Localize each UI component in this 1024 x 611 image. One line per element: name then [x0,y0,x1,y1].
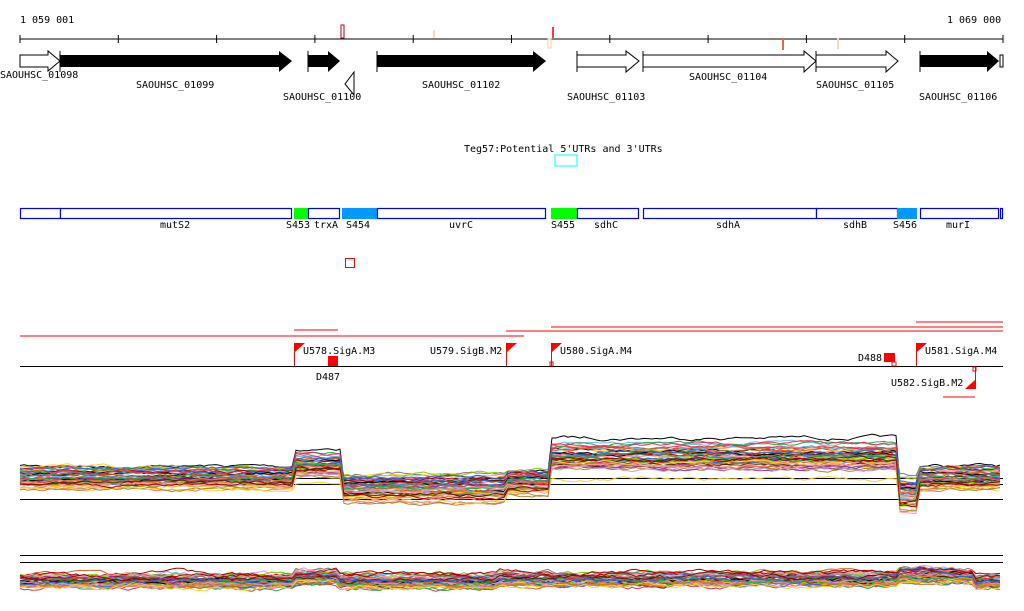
utr-track: Teg57:Potential 5'UTRs and 3'UTRs [464,144,663,167]
expression-line [19,449,1001,495]
expression-line [19,459,1001,508]
feature-marker[interactable] [345,258,355,268]
annot-S453[interactable] [294,208,308,219]
utr-feature[interactable] [554,154,578,167]
expression-line [19,579,1001,590]
gene-label: SAOUHSC_01103 [567,92,645,103]
transcript-lines [20,321,1003,398]
annot-sdhA[interactable] [642,207,818,220]
gene-SAOUHSC_01103[interactable]: SAOUHSC_01103 [567,49,645,103]
gene-SAOUHSC_01106[interactable]: SAOUHSC_01106 [919,51,1004,103]
annot-uvrC[interactable] [376,207,547,220]
ruler: 1 059 001 1 069 000 [19,15,1004,50]
promoter-U580[interactable]: U580.SigA.M4 [549,343,632,367]
annot-label: uvrC [449,220,473,231]
gene-SAOUHSC_01098[interactable]: SAOUHSC_01098 [0,49,78,81]
promoter-U579[interactable]: U579.SigB.M2 [430,343,517,366]
annot-mutS2[interactable] [59,207,293,220]
terminator-label: D488 [858,353,882,364]
expression-track-1 [19,433,1003,515]
annot-label: sdhB [843,220,867,231]
gene-label: SAOUHSC_01100 [283,92,361,103]
expression-line [19,440,1001,495]
ruler-end-label: 1 069 000 [947,15,1001,26]
gene-label: SAOUHSC_01102 [422,80,500,91]
annot-label: S455 [551,220,575,231]
promoter-label: U582.SigB.M2 [891,378,963,389]
expression-line [19,567,1001,579]
annot-label: murI [946,220,970,231]
gene-label: SAOUHSC_01098 [0,70,78,81]
utr-track-label: Teg57:Potential 5'UTRs and 3'UTRs [464,144,663,155]
promoter-track: U578.SigA.M3 D487 U579.SigB.M2 U580.SigA… [20,343,1003,389]
gene-track: SAOUHSC_01098 SAOUHSC_01099 SAOUHSC_0110… [0,49,1004,103]
promoter-U582[interactable]: U582.SigB.M2 [891,366,977,389]
ruler-marker [782,38,784,50]
annot-S455[interactable] [551,208,577,219]
gene-label: SAOUHSC_01106 [919,92,997,103]
annot-label: S454 [346,220,370,231]
gene-label: SAOUHSC_01104 [689,72,767,83]
annot-trxA[interactable] [307,207,341,220]
gene-label: SAOUHSC_01099 [136,80,214,91]
gene-SAOUHSC_01099[interactable]: SAOUHSC_01099 [59,51,292,91]
gene-SAOUHSC_01105[interactable]: SAOUHSC_01105 [815,49,899,91]
annot-sdhC[interactable] [576,207,640,220]
expression-line [19,448,1001,484]
annot-S454[interactable] [342,208,377,219]
terminator-D487[interactable]: D487 [316,356,340,383]
ruler-marker [837,38,839,49]
annot-label: sdhC [594,220,618,231]
expression-line [19,461,1001,497]
expression-line [19,579,1001,592]
promoter-label: U580.SigA.M4 [560,346,632,357]
annot-label: trxA [314,220,338,231]
gene-SAOUHSC_01104[interactable]: SAOUHSC_01104 [642,49,817,83]
expression-track-2 [19,555,1003,592]
annot-label: mutS2 [160,220,190,231]
annot-label: sdhA [716,220,740,231]
annot-sdhB[interactable] [815,207,899,220]
promoter-label: U581.SigA.M4 [925,346,997,357]
ruler-marker [552,27,554,38]
annotation-track [19,207,1004,220]
ruler-start-label: 1 059 001 [20,15,74,26]
annot-label: S453 [286,220,310,231]
terminator-D488[interactable]: D488 [858,353,897,367]
gene-SAOUHSC_01102[interactable]: SAOUHSC_01102 [376,51,546,91]
ruler-marker [433,30,435,38]
expression-line [19,455,1001,508]
annot-murI[interactable] [919,207,1000,220]
gene-SAOUHSC_01100[interactable]: SAOUHSC_01100 [283,51,361,103]
promoter-U581[interactable]: U581.SigA.M4 [916,343,998,366]
gene-label: SAOUHSC_01105 [816,80,894,91]
annot-S456[interactable] [897,208,917,219]
terminator-label: D487 [316,372,340,383]
annot-label: S456 [893,220,917,231]
promoter-label: U579.SigB.M2 [430,346,502,357]
ruler-marker [340,24,345,39]
promoter-U578[interactable]: U578.SigA.M3 [294,343,376,366]
expression-line [19,567,1001,586]
promoter-label: U578.SigA.M3 [303,346,375,357]
expression-line [19,572,1001,588]
expression-line [19,566,1001,582]
ruler-marker [547,38,552,49]
annotation-labels: mutS2 S453 trxA S454 uvrC S455 sdhC sdhA… [160,220,970,231]
